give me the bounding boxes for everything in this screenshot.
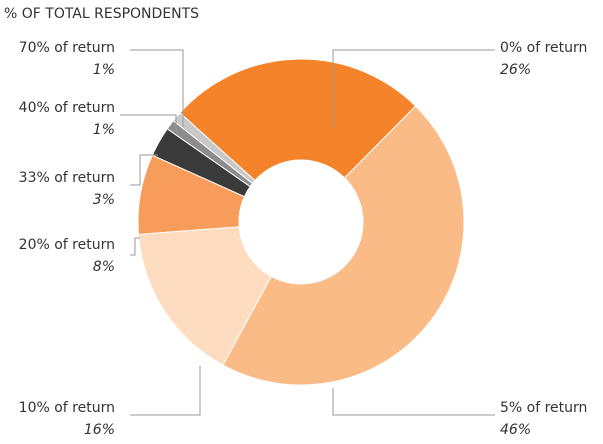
slice-value-label: 46% xyxy=(500,422,531,438)
leader-line xyxy=(120,114,177,132)
slice-value-label: 1% xyxy=(93,62,115,78)
slice-value-label: 26% xyxy=(500,62,531,78)
slice-label: 0% of return xyxy=(500,40,587,56)
slice-label: 40% of return xyxy=(19,100,115,116)
leader-line xyxy=(332,388,495,416)
slice xyxy=(137,226,272,366)
slice xyxy=(172,112,256,185)
chart-title: % OF TOTAL RESPONDENTS xyxy=(4,6,199,22)
leader-line xyxy=(130,154,158,186)
slice-value-label: 8% xyxy=(93,259,115,275)
slice-label: 33% of return xyxy=(19,170,115,186)
slice-label: 5% of return xyxy=(500,400,587,416)
leader-line xyxy=(130,49,184,127)
slice-value-label: 16% xyxy=(84,422,115,438)
slice-label: 10% of return xyxy=(19,400,115,416)
slice-label: 20% of return xyxy=(19,237,115,253)
slice-value-label: 1% xyxy=(93,122,115,138)
leader-line xyxy=(130,237,140,256)
slice-value-label: 3% xyxy=(93,192,115,208)
slice-label: 70% of return xyxy=(19,40,115,56)
slice xyxy=(179,58,417,182)
slice xyxy=(222,105,465,386)
leader-line xyxy=(332,49,495,128)
leader-line xyxy=(130,366,201,416)
